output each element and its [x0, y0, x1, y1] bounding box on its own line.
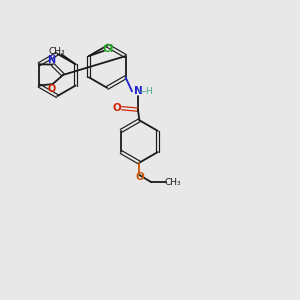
Text: O: O: [135, 172, 144, 182]
Text: CH₃: CH₃: [49, 47, 65, 56]
Text: O: O: [112, 103, 121, 113]
Text: —H: —H: [137, 87, 153, 96]
Text: N: N: [134, 86, 142, 96]
Text: N: N: [47, 55, 56, 65]
Text: Cl: Cl: [102, 44, 113, 54]
Text: CH₃: CH₃: [165, 178, 181, 187]
Text: O: O: [47, 83, 56, 94]
